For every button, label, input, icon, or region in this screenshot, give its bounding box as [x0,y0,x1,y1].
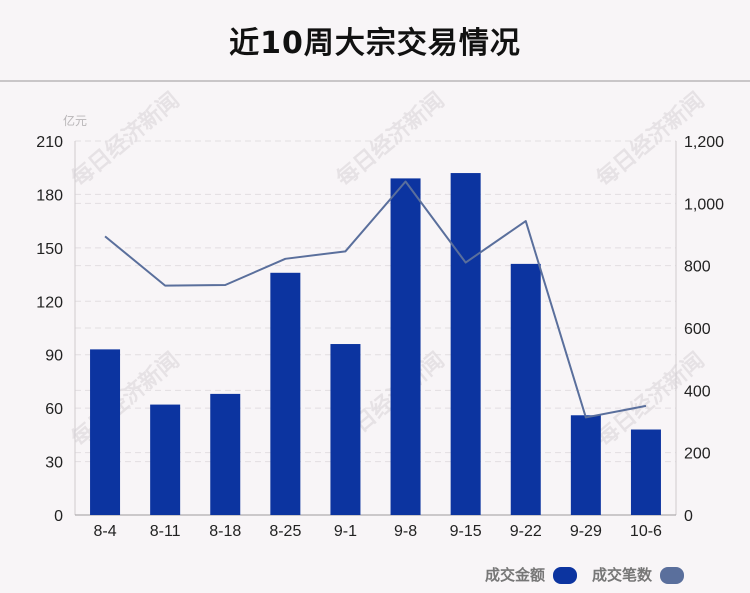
y-left-tick-label: 0 [54,508,63,525]
y-left-tick-label: 60 [45,401,63,418]
legend: 成交金额 成交笔数 [485,566,684,584]
x-tick-label: 10-6 [630,523,662,540]
bar-9-8 [390,178,421,515]
chart-title: 近10周大宗交易情况 [229,26,521,61]
x-tick-label: 9-22 [510,523,542,540]
watermark-text: 每日经济新闻 [67,87,185,192]
bar-series [90,173,661,516]
legend-label-count: 成交笔数 [592,566,653,584]
y-right-tick-label: 200 [684,446,711,463]
line-成交笔数 [104,180,647,419]
y-left-unit-label: 亿元 [63,113,87,128]
bar-9-15 [450,173,481,516]
x-tick-label: 9-29 [570,523,602,540]
tick-labels: 0 30 60 90 120 150 180 210 0 200 400 600 800 1,000 1,2… [36,113,724,540]
line-series [104,180,647,419]
watermark-text: 每日经济新闻 [332,87,450,192]
x-tick-label: 9-8 [394,523,417,540]
y-right-tick-label: 0 [684,508,693,525]
bar-8-4 [90,349,121,515]
y-right-tick-label: 800 [684,259,711,276]
bar-8-11 [150,404,181,515]
x-tick-label: 8-18 [209,523,241,540]
legend-swatch-amount [553,567,577,584]
bar-9-1 [330,344,361,515]
y-left-tick-label: 210 [36,134,63,151]
bar-9-22 [510,263,541,515]
y-right-tick-label: 400 [684,383,711,400]
y-left-tick-label: 30 [45,455,63,472]
y-right-tick-label: 600 [684,321,711,338]
x-tick-label: 9-1 [334,523,357,540]
x-tick-label: 8-25 [269,523,301,540]
y-left-tick-label: 90 [45,348,63,365]
title-divider [0,80,750,82]
legend-label-amount: 成交金额 [485,566,545,584]
bar-8-18 [210,393,241,515]
legend-swatch-count [660,567,684,584]
y-left-tick-label: 150 [36,241,63,258]
y-left-tick-label: 180 [36,187,63,204]
y-left-tick-label: 120 [36,294,63,311]
bar-10-6 [630,429,661,515]
x-tick-label: 9-15 [450,523,482,540]
x-tick-label: 8-11 [150,523,181,540]
y-right-tick-label: 1,000 [684,196,724,213]
bar-9-29 [570,415,601,515]
x-tick-label: 8-4 [93,523,116,540]
y-right-tick-label: 1,200 [684,134,724,151]
watermark-layer: 每日经济新闻每日经济新闻每日经济新闻每日经济新闻每日经济新闻每日经济新闻 [67,87,710,452]
bar-8-25 [270,272,301,515]
